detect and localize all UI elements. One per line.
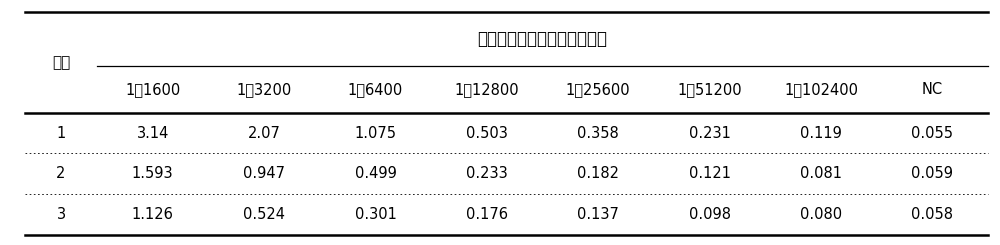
Text: 0.233: 0.233 [466,166,508,181]
Text: 0.137: 0.137 [577,207,619,222]
Text: 2: 2 [56,166,66,181]
Text: 3.14: 3.14 [136,125,169,141]
Text: NC: NC [922,82,943,97]
Text: 0.231: 0.231 [689,125,730,141]
Text: 0.301: 0.301 [354,207,396,222]
Text: 抗卡那霉素多抗血清稀释倍数: 抗卡那霉素多抗血清稀释倍数 [478,30,608,48]
Text: 0.358: 0.358 [577,125,619,141]
Text: 1：3200: 1：3200 [236,82,292,97]
Text: 0.058: 0.058 [911,207,953,222]
Text: 1：25600: 1：25600 [566,82,631,97]
Text: 0.176: 0.176 [466,207,508,222]
Text: 0.055: 0.055 [911,125,953,141]
Text: 0.098: 0.098 [689,207,731,222]
Text: 0.080: 0.080 [800,207,842,222]
Text: 1: 1 [56,125,66,141]
Text: 鼠号: 鼠号 [52,55,70,70]
Text: 0.503: 0.503 [466,125,508,141]
Text: 1：1600: 1：1600 [125,82,180,97]
Text: 1.126: 1.126 [132,207,174,222]
Text: 0.119: 0.119 [800,125,842,141]
Text: 0.121: 0.121 [689,166,731,181]
Text: 1：6400: 1：6400 [348,82,403,97]
Text: 0.499: 0.499 [354,166,396,181]
Text: 2.07: 2.07 [248,125,280,141]
Text: 0.081: 0.081 [800,166,842,181]
Text: 1.593: 1.593 [132,166,174,181]
Text: 0.524: 0.524 [243,207,285,222]
Text: 0.947: 0.947 [243,166,285,181]
Text: 3: 3 [56,207,66,222]
Text: 1：102400: 1：102400 [784,82,858,97]
Text: 1.075: 1.075 [354,125,396,141]
Text: 1：12800: 1：12800 [454,82,519,97]
Text: 0.182: 0.182 [577,166,619,181]
Text: 1：51200: 1：51200 [677,82,742,97]
Text: 0.059: 0.059 [911,166,953,181]
